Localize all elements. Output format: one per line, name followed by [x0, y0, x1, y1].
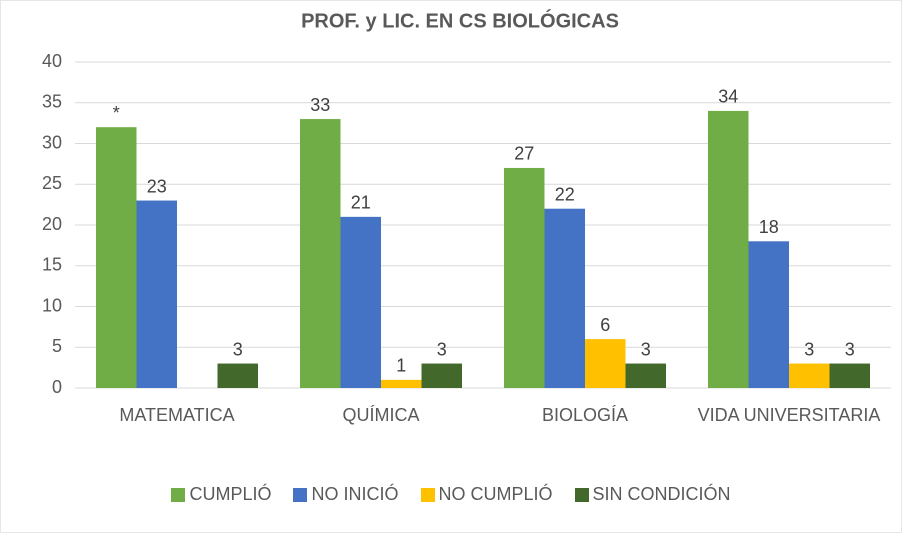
y-tick-label: 20	[42, 214, 62, 234]
data-label: *	[113, 103, 120, 123]
y-tick-label: 15	[42, 255, 62, 275]
bar	[789, 363, 830, 388]
bar	[217, 363, 258, 388]
legend-label: CUMPLIÓ	[189, 484, 272, 504]
bar	[625, 363, 666, 388]
y-tick-label: 10	[42, 295, 62, 315]
data-label: 34	[718, 87, 738, 107]
data-label: 3	[804, 339, 814, 359]
legend: CUMPLIÓ NO INICIÓ NO CUMPLIÓ SIN CONDICIÓN	[0, 484, 902, 505]
bar	[96, 127, 137, 388]
legend-swatch	[171, 487, 186, 502]
bar	[136, 200, 177, 388]
data-label: 18	[759, 217, 779, 237]
data-label: 3	[437, 339, 447, 359]
legend-swatch	[574, 487, 589, 502]
y-tick-label: 0	[52, 377, 62, 397]
legend-item: SIN CONDICIÓN	[574, 484, 731, 505]
bar	[421, 363, 462, 388]
legend-swatch	[293, 487, 308, 502]
legend-label: NO INICIÓ	[311, 484, 399, 504]
y-tick-label: 30	[42, 132, 62, 152]
bar	[748, 241, 789, 388]
legend-item: NO CUMPLIÓ	[420, 484, 553, 505]
data-label: 3	[845, 339, 855, 359]
bar	[708, 110, 749, 389]
data-label: 23	[147, 176, 167, 196]
x-tick-label: MATEMATICA	[119, 405, 235, 425]
x-tick-label: QUÍMICA	[342, 405, 420, 425]
x-tick-label: BIOLOGÍA	[541, 405, 629, 425]
bar	[544, 208, 585, 388]
bar	[504, 167, 545, 388]
data-label: 1	[396, 356, 406, 376]
bar	[340, 216, 381, 388]
bar	[585, 339, 626, 388]
legend-label: SIN CONDICIÓN	[592, 484, 731, 504]
bar	[829, 363, 870, 388]
y-tick-label: 40	[42, 51, 62, 71]
data-label: 27	[514, 144, 534, 164]
data-label: 6	[600, 315, 610, 335]
y-tick-label: 25	[42, 173, 62, 193]
legend-label: NO CUMPLIÓ	[438, 484, 553, 504]
legend-item: NO INICIÓ	[293, 484, 399, 505]
data-label: 33	[310, 95, 330, 115]
legend-swatch	[420, 487, 435, 502]
data-label: 21	[351, 193, 371, 213]
legend-item: CUMPLIÓ	[171, 484, 271, 505]
bar	[300, 119, 341, 389]
chart-title: PROF. y LIC. EN CS BIOLÓGICAS	[301, 8, 619, 32]
data-label: 3	[233, 339, 243, 359]
y-tick-label: 5	[52, 336, 62, 356]
y-tick-label: 35	[42, 92, 62, 112]
data-label: 3	[641, 339, 651, 359]
data-label: 22	[555, 184, 575, 204]
bar	[381, 379, 422, 388]
x-tick-label: VIDA UNIVERSITARIA	[697, 405, 881, 425]
